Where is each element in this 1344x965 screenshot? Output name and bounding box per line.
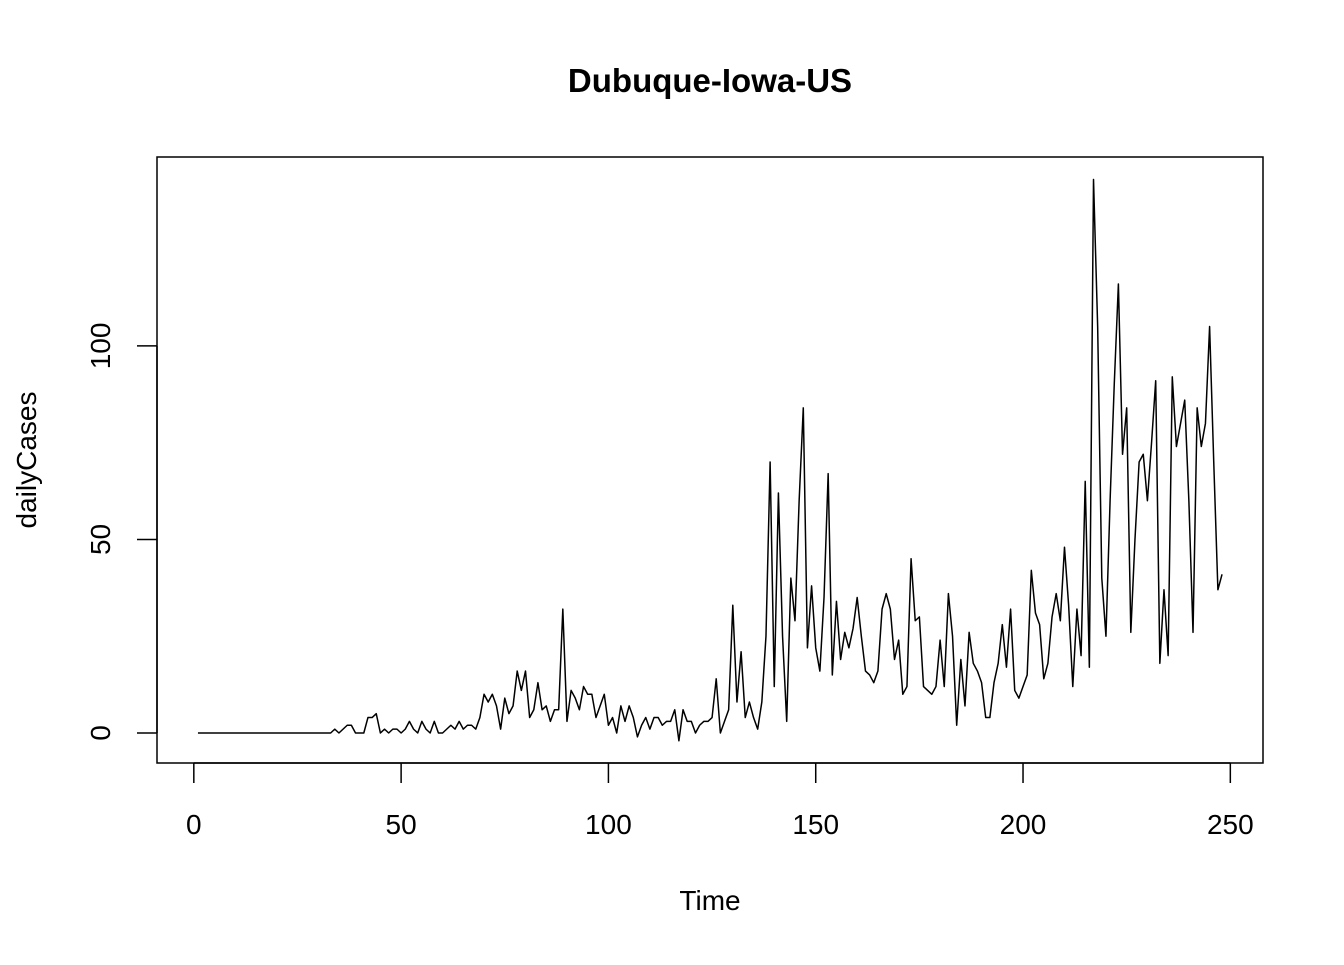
y-tick-label: 50 (85, 524, 116, 555)
y-tick-label: 100 (85, 323, 116, 370)
x-tick-label: 100 (585, 809, 632, 840)
y-tick-label: 0 (85, 725, 116, 741)
x-tick-label: 200 (1000, 809, 1047, 840)
x-tick-label: 250 (1207, 809, 1254, 840)
x-tick-label: 50 (386, 809, 417, 840)
plot-box (156, 156, 1264, 764)
data-line (197, 178, 1223, 742)
chart-title: Dubuque-Iowa-US (568, 62, 852, 99)
x-tick-label: 150 (792, 809, 839, 840)
x-axis-label: Time (679, 885, 740, 916)
y-axis-label: dailyCases (11, 392, 42, 529)
x-tick-label: 0 (186, 809, 202, 840)
